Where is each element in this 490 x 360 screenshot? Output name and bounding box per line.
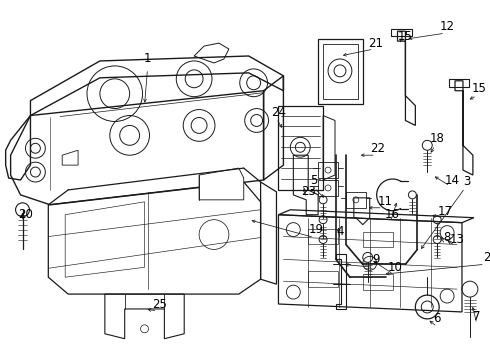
- Text: 6: 6: [434, 312, 441, 325]
- Text: 18: 18: [430, 132, 444, 145]
- Text: 4: 4: [336, 225, 343, 238]
- Text: 22: 22: [370, 142, 385, 155]
- Text: 1: 1: [144, 53, 151, 66]
- Text: 10: 10: [388, 261, 403, 274]
- Text: 25: 25: [152, 297, 167, 311]
- Text: 17: 17: [438, 205, 453, 218]
- Text: 5: 5: [311, 174, 318, 186]
- Text: 7: 7: [473, 310, 481, 323]
- Text: 2: 2: [483, 251, 490, 264]
- Text: 12: 12: [440, 20, 455, 33]
- Text: 15: 15: [398, 30, 413, 42]
- Text: 19: 19: [309, 223, 324, 236]
- Text: 15: 15: [471, 82, 486, 95]
- Text: 11: 11: [378, 195, 393, 208]
- Text: 24: 24: [271, 106, 286, 119]
- Polygon shape: [199, 168, 244, 200]
- Text: 8: 8: [443, 231, 451, 244]
- Text: 23: 23: [301, 185, 316, 198]
- Text: 16: 16: [385, 208, 400, 221]
- Text: 3: 3: [463, 175, 470, 189]
- Text: 13: 13: [450, 233, 465, 246]
- Text: 9: 9: [372, 253, 379, 266]
- Text: 21: 21: [368, 37, 383, 50]
- Text: 14: 14: [444, 174, 460, 186]
- Text: 20: 20: [18, 208, 33, 221]
